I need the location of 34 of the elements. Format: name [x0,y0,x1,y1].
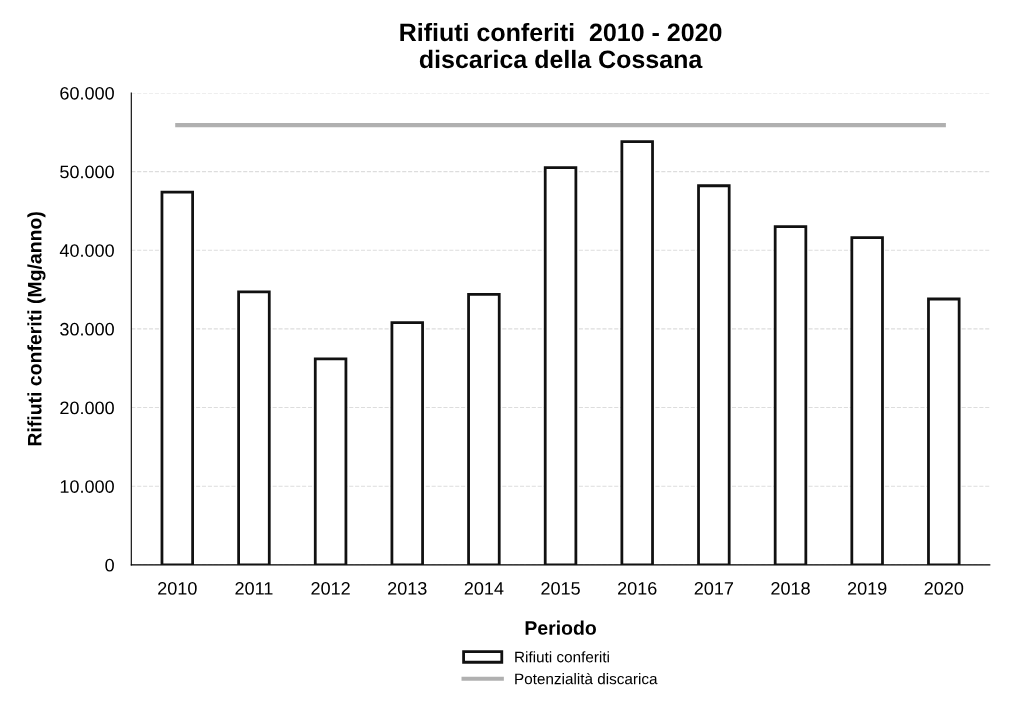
bar [160,190,195,565]
bar [313,357,348,565]
x-tick-label: 2020 [924,581,964,595]
bar [850,236,884,565]
bar [927,297,961,565]
x-tick-label: 2018 [771,581,810,595]
x-tick-label: 2016 [618,581,657,595]
y-tick-label: 40.000 [59,244,114,257]
y-tick-label: 10.000 [60,480,114,493]
y-tick-label: 50.000 [60,165,114,179]
legend-label: Rifiuti conferiti [515,651,609,663]
x-tick-label: 2013 [388,581,427,595]
x-tick-label: 2012 [311,581,350,595]
x-tick-label: 2017 [694,581,734,595]
bar [697,184,731,565]
legend-label: Potenzialità discarica [515,672,658,685]
x-tick-label: 2015 [541,581,580,595]
bar [467,292,501,565]
y-tick-label: 20.000 [60,401,114,415]
x-axis-title: Periodo [525,620,596,635]
y-tick-label: 0 [105,558,114,572]
y-tick-label: 60.000 [60,86,114,100]
bar [620,140,654,565]
x-tick-label: 2011 [235,581,273,595]
x-tick-label: 2014 [464,581,504,595]
bar [390,321,424,565]
x-tick-label: 2010 [158,581,197,595]
bar [773,225,808,565]
bar [543,166,578,565]
bar [237,290,271,565]
chart-title: Rifiuti conferiti 2010 - 2020 discarica della Cossana [400,22,722,69]
y-axis-title: Rifiuti conferiti (Mg/anno) [27,212,46,446]
y-tick-label: 30.000 [60,322,114,336]
x-tick-label: 2019 [847,581,887,595]
